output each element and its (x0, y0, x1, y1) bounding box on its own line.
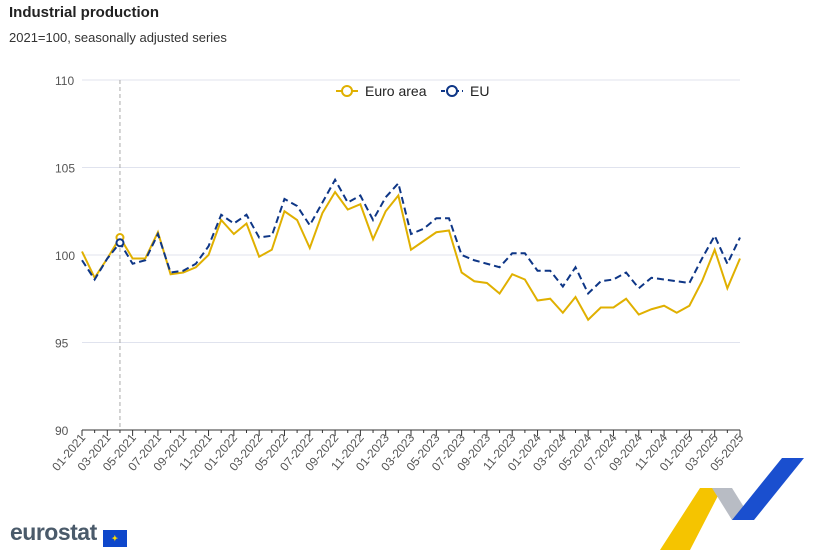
chart-subtitle: 2021=100, seasonally adjusted series (9, 30, 227, 45)
y-tick-label: 95 (55, 337, 69, 351)
y-tick-label: 100 (55, 249, 75, 263)
chart-title: Industrial production (9, 4, 159, 21)
legend-label: Euro area (365, 83, 427, 99)
y-tick-label: 110 (55, 74, 74, 88)
legend-marker-icon (341, 85, 353, 97)
y-tick-label: 105 (55, 162, 75, 176)
highlight-point (115, 238, 125, 248)
decorative-blue-stripe (732, 458, 804, 520)
y-tick-label: 90 (55, 424, 69, 438)
eurostat-logo: eurostat ✦ (10, 519, 127, 547)
legend-marker-icon (446, 85, 458, 97)
eu-flag-icon: ✦ (102, 530, 127, 547)
decorative-yellow-stripe (660, 488, 722, 550)
series-line-eu (81, 177, 741, 296)
legend-label: EU (470, 83, 489, 99)
series-line-euro-area (81, 190, 741, 322)
logo-text: eurostat (10, 519, 97, 545)
